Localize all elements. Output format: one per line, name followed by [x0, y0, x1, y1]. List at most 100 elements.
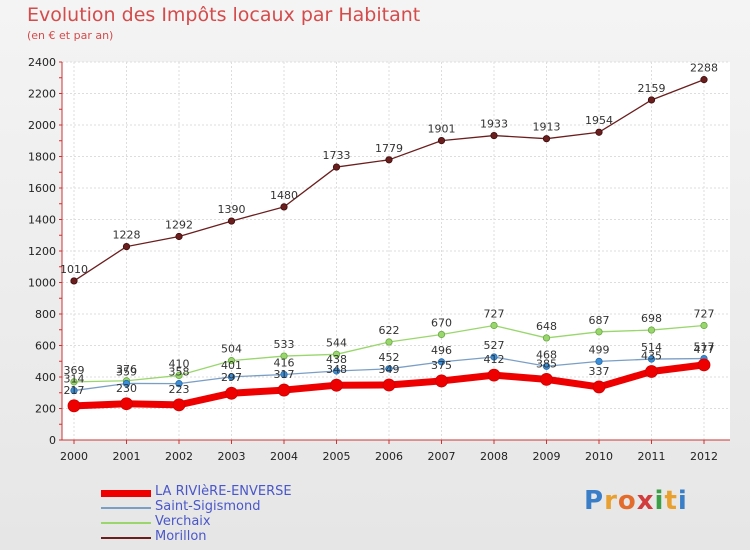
data-label-la-riviere-enverse: 412 [484, 353, 505, 366]
data-label-la-riviere-enverse: 230 [116, 382, 137, 395]
data-label-morillon: 1913 [533, 121, 561, 134]
point-saint-sigismond [175, 380, 183, 388]
data-label-morillon: 2288 [690, 62, 718, 75]
point-morillon [490, 131, 498, 140]
legend-swatch [101, 507, 151, 509]
x-tick-label: 2007 [428, 450, 456, 463]
data-label-saint-sigismond: 452 [379, 351, 400, 364]
data-label-la-riviere-enverse: 317 [274, 368, 295, 381]
point-verchaix [332, 350, 341, 358]
point-saint-sigismond [490, 353, 498, 361]
point-morillon [280, 203, 288, 211]
data-label-saint-sigismond: 499 [589, 343, 610, 356]
legend-label: LA RIVIèRE-ENVERSE [155, 484, 292, 499]
legend-swatch [101, 537, 151, 539]
x-tick-label: 2008 [480, 450, 508, 463]
grid-lines [62, 61, 730, 441]
point-morillon [700, 76, 708, 84]
point-verchaix [175, 371, 183, 380]
point-verchaix [437, 330, 446, 339]
data-label-morillon: 1292 [165, 219, 193, 232]
x-tick-label: 2003 [218, 450, 246, 463]
point-la-riviere-enverse [540, 372, 553, 386]
data-label-saint-sigismond: 416 [274, 356, 295, 369]
data-label-morillon: 2159 [638, 82, 666, 95]
x-tick-label: 2004 [270, 450, 298, 463]
point-morillon [70, 277, 78, 285]
data-label-verchaix: 727 [694, 307, 715, 320]
series-group [67, 76, 711, 413]
y-axis-ticks: 0 200 400 600 800 1000 1200 1400 1600 1800 2000 220… [28, 56, 62, 447]
data-label-morillon: 1228 [113, 229, 141, 242]
data-label-verchaix: 376 [116, 363, 137, 376]
data-label-saint-sigismond: 517 [694, 341, 715, 354]
point-verchaix [280, 352, 288, 360]
x-tick-label: 2010 [585, 450, 613, 463]
data-label-morillon: 1901 [428, 123, 456, 136]
point-la-riviere-enverse [382, 378, 396, 392]
point-verchaix [595, 328, 603, 336]
point-verchaix [70, 378, 78, 386]
data-label-la-riviere-enverse: 348 [326, 363, 347, 376]
y-tick-label: 1200 [28, 245, 56, 258]
legend-label: Morillon [155, 529, 207, 544]
point-la-riviere-enverse [277, 383, 291, 397]
y-tick-label: 2000 [28, 119, 56, 132]
line-chart: 0 200 400 600 800 1000 1200 1400 1600 1800 2000 220… [28, 56, 730, 463]
x-tick-label: 2006 [375, 450, 403, 463]
legend-item-verchaix: Verchaix [101, 514, 361, 530]
point-verchaix [490, 321, 498, 330]
data-label-morillon: 1954 [585, 114, 613, 127]
data-label-morillon: 1779 [375, 142, 403, 155]
point-verchaix [385, 338, 393, 346]
point-verchaix [227, 357, 236, 365]
data-label-saint-sigismond: 468 [536, 348, 557, 361]
x-tick-label: 2005 [323, 450, 351, 463]
data-label-morillon: 1390 [218, 203, 246, 216]
point-saint-sigismond [385, 365, 393, 373]
data-label-saint-sigismond: 438 [326, 353, 347, 366]
y-tick-label: 200 [35, 403, 56, 416]
legend-label: Verchaix [155, 514, 211, 529]
data-label-verchaix: 698 [641, 312, 662, 325]
y-tick-label: 800 [35, 308, 56, 321]
x-axis-ticks: 2000 2001 2002 2003 2004 2005 2006 2007 2008 2009… [60, 440, 718, 463]
y-tick-label: 2200 [28, 88, 56, 101]
y-tick-label: 400 [35, 371, 56, 384]
point-saint-sigismond [70, 386, 78, 395]
point-morillon [122, 242, 131, 251]
x-tick-label: 2000 [60, 450, 88, 463]
point-morillon [595, 128, 603, 136]
data-label-saint-sigismond: 496 [431, 344, 452, 357]
point-verchaix [542, 334, 551, 342]
point-verchaix [647, 326, 656, 334]
point-saint-sigismond [280, 370, 288, 379]
point-la-riviere-enverse [435, 374, 448, 388]
chart-title: Evolution des Impôts locaux par Habitant [27, 4, 421, 26]
y-tick-label: 0 [49, 434, 56, 447]
data-label-la-riviere-enverse: 297 [221, 371, 242, 384]
point-saint-sigismond [437, 358, 446, 366]
data-label-saint-sigismond: 514 [641, 341, 662, 354]
y-tick-label: 2400 [28, 56, 56, 69]
data-label-verchaix: 622 [379, 324, 400, 337]
x-tick-label: 2012 [690, 450, 718, 463]
point-saint-sigismond [122, 379, 131, 388]
data-label-verchaix: 727 [484, 307, 505, 320]
y-tick-label: 1600 [28, 182, 56, 195]
data-labels: 1010 1228 1292 1390 1480 1733 1779 1901 1933 1913… [60, 62, 718, 397]
data-label-verchaix: 648 [536, 320, 557, 333]
point-morillon [175, 232, 183, 241]
point-la-riviere-enverse [697, 358, 711, 372]
data-label-saint-sigismond: 314 [64, 373, 85, 386]
data-label-verchaix: 533 [274, 338, 295, 351]
y-tick-label: 1800 [28, 151, 56, 164]
point-saint-sigismond [227, 373, 236, 381]
legend-swatch [101, 522, 151, 524]
data-label-la-riviere-enverse: 349 [379, 363, 400, 376]
legend-item-morillon: Morillon [101, 529, 361, 545]
point-la-riviere-enverse [330, 378, 343, 392]
data-label-la-riviere-enverse: 375 [431, 359, 452, 372]
point-saint-sigismond [542, 362, 551, 370]
point-morillon [437, 136, 446, 145]
